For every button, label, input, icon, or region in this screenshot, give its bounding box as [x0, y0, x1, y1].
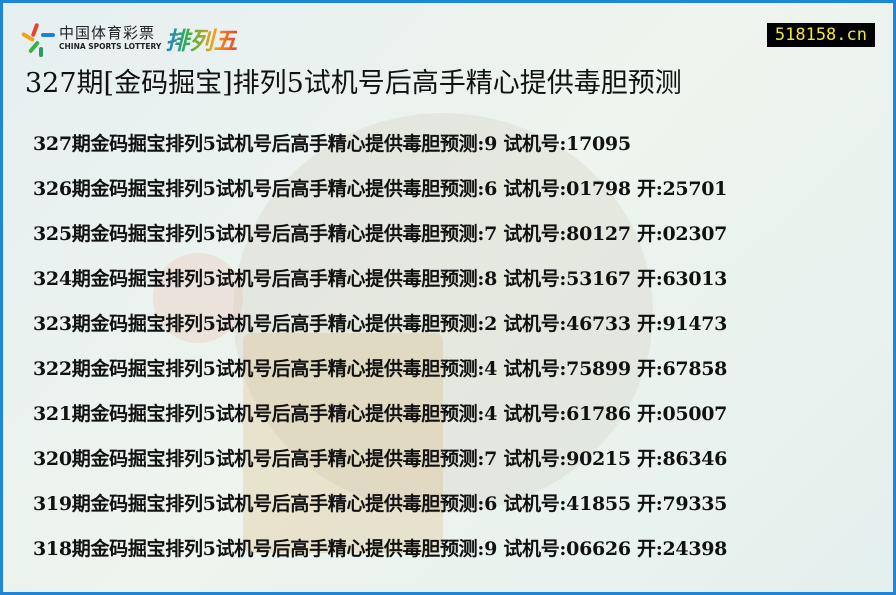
list-item: 326期金码掘宝排列5试机号后高手精心提供毒胆预测:6 试机号:01798 开:… [33, 178, 728, 200]
list-item: 325期金码掘宝排列5试机号后高手精心提供毒胆预测:7 试机号:80127 开:… [33, 223, 728, 245]
list-item: 321期金码掘宝排列5试机号后高手精心提供毒胆预测:4 试机号:61786 开:… [33, 403, 728, 425]
lottery-logo-icon [20, 19, 59, 57]
list-item: 319期金码掘宝排列5试机号后高手精心提供毒胆预测:6 试机号:41855 开:… [33, 493, 728, 515]
background-illustration [153, 253, 243, 343]
background-illustration [233, 113, 653, 513]
prediction-list: 327期金码掘宝排列5试机号后高手精心提供毒胆预测:9 试机号:17095 32… [33, 129, 727, 579]
logo-game-name: 排列五 [165, 21, 237, 56]
list-item: 323期金码掘宝排列5试机号后高手精心提供毒胆预测:2 试机号:46733 开:… [33, 313, 728, 335]
logo-chinese-text: 中国体育彩票 [59, 24, 156, 42]
list-item: 324期金码掘宝排列5试机号后高手精心提供毒胆预测:8 试机号:53167 开:… [33, 268, 728, 290]
site-badge: 518158.cn [766, 23, 875, 47]
list-item: 327期金码掘宝排列5试机号后高手精心提供毒胆预测:9 试机号:17095 [33, 133, 631, 155]
page-title: 327期[金码掘宝]排列5试机号后高手精心提供毒胆预测 [25, 68, 682, 99]
logo-english-text: CHINA SPORTS LOTTERY [59, 42, 162, 51]
list-item: 320期金码掘宝排列5试机号后高手精心提供毒胆预测:7 试机号:90215 开:… [33, 448, 728, 470]
lottery-logo: 中国体育彩票 CHINA SPORTS LOTTERY 排列五 [20, 19, 237, 57]
list-item: 322期金码掘宝排列5试机号后高手精心提供毒胆预测:4 试机号:75899 开:… [33, 358, 728, 380]
background-illustration [243, 333, 443, 553]
list-item: 318期金码掘宝排列5试机号后高手精心提供毒胆预测:9 试机号:06626 开:… [33, 538, 728, 560]
